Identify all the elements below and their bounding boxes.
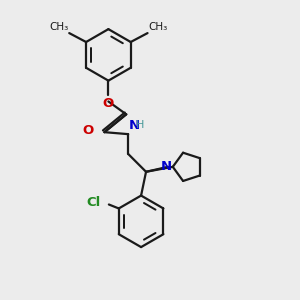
- Text: CH₃: CH₃: [49, 22, 68, 32]
- Text: H: H: [136, 120, 145, 130]
- Text: O: O: [82, 124, 94, 137]
- Text: N: N: [161, 160, 172, 173]
- Text: CH₃: CH₃: [148, 22, 168, 32]
- Text: Cl: Cl: [87, 196, 101, 209]
- Text: N: N: [129, 119, 140, 132]
- Text: O: O: [103, 98, 114, 110]
